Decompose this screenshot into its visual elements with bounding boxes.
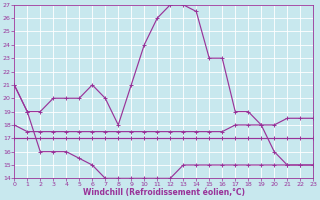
X-axis label: Windchill (Refroidissement éolien,°C): Windchill (Refroidissement éolien,°C) — [83, 188, 245, 197]
